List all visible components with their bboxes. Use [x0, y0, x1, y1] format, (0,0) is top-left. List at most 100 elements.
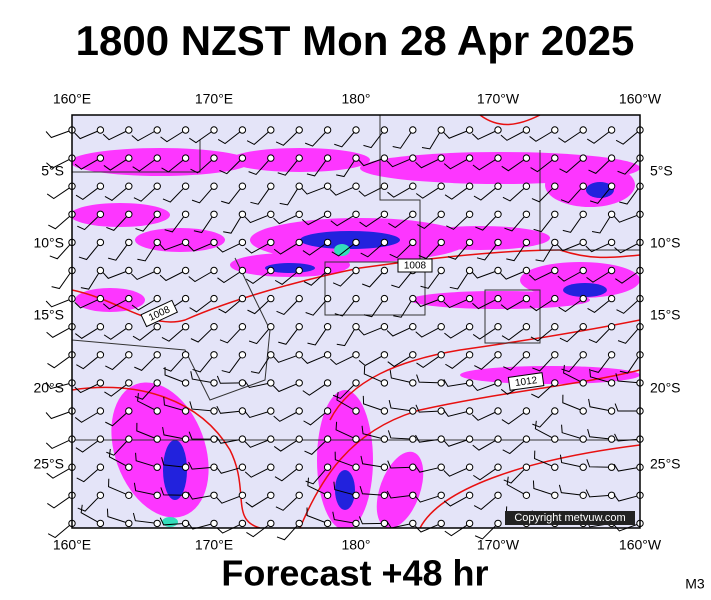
station: [551, 463, 559, 471]
wind-barb: [187, 522, 215, 530]
wind-barb: [248, 326, 272, 345]
wind-barb: [472, 438, 499, 451]
wind-barb: [75, 326, 101, 339]
wind-barb: [471, 382, 499, 392]
copyright: Copyright metvuw.com: [514, 512, 625, 524]
station: [153, 154, 161, 162]
station: [181, 379, 190, 387]
station: [210, 379, 218, 387]
station: [380, 182, 389, 190]
station: [437, 491, 445, 499]
station: [96, 519, 105, 528]
station: [181, 182, 190, 190]
station: [238, 210, 247, 219]
station: [437, 266, 445, 275]
wind-barb: [588, 157, 612, 174]
wind-barb: [74, 298, 101, 309]
station: [96, 379, 105, 387]
station: [238, 379, 247, 387]
station: [210, 182, 218, 190]
wind-barb: [159, 270, 186, 282]
station: [323, 491, 332, 499]
wind-barb: [336, 392, 357, 412]
wind-barb: [363, 298, 385, 318]
wind-barb: [51, 270, 73, 290]
station: [323, 126, 332, 134]
station: [494, 266, 502, 275]
wind-barb: [615, 129, 641, 145]
lat-label: 10°S: [33, 235, 64, 251]
wind-barb: [162, 185, 186, 203]
station: [238, 463, 247, 471]
wind-barb: [45, 438, 73, 449]
station: [181, 463, 190, 471]
lon-labels-top: 160°E 170°E 180° 170°W 160°W: [53, 91, 662, 107]
wind-barb: [471, 410, 499, 421]
station: [181, 266, 190, 275]
wind-barb: [330, 354, 357, 366]
wind-barb: [246, 270, 272, 285]
station: [181, 519, 190, 528]
station: [465, 463, 474, 471]
station: [181, 323, 190, 331]
lat-label: 15°S: [33, 307, 64, 323]
station: [494, 351, 502, 359]
wind-barb: [559, 326, 584, 343]
wind-barb: [279, 185, 300, 206]
station: [125, 435, 133, 443]
station: [96, 407, 105, 415]
station: [125, 294, 133, 303]
wind-barb: [361, 425, 385, 440]
station: [494, 463, 502, 471]
station: [380, 294, 389, 303]
wind-barb: [216, 436, 243, 444]
station: [153, 407, 161, 415]
station: [181, 491, 190, 499]
wind-barb: [278, 326, 300, 345]
wind-barb: [474, 354, 499, 370]
station: [380, 463, 389, 471]
wind-barb: [102, 270, 129, 279]
station: [238, 294, 247, 303]
station: [465, 379, 474, 387]
wind-barb: [137, 393, 158, 412]
wind-barb: [304, 438, 328, 455]
station: [295, 379, 303, 387]
wind-barb: [389, 369, 413, 384]
wind-barb: [74, 157, 101, 170]
wind-barb: [244, 410, 271, 419]
station: [267, 210, 275, 219]
wind-barb: [449, 270, 471, 290]
station: [96, 210, 105, 219]
wind-barb: [108, 478, 129, 496]
station: [181, 351, 190, 359]
station: [267, 463, 275, 471]
station: [181, 294, 190, 303]
station: [238, 323, 247, 331]
wind-barb: [586, 459, 612, 468]
station: [551, 266, 559, 275]
wind-barb: [476, 242, 499, 261]
wind-barb: [388, 400, 413, 412]
station: [579, 266, 587, 275]
station: [153, 351, 161, 359]
station: [295, 238, 303, 247]
title: 1800 NZST Mon 28 Apr 2025: [76, 17, 635, 64]
station: [267, 126, 275, 134]
wind-barb: [221, 354, 243, 374]
station: [551, 435, 559, 443]
station: [238, 519, 247, 528]
lon-label: 160°W: [619, 91, 662, 107]
station: [494, 519, 502, 528]
wind-barb: [502, 185, 527, 202]
wind-barb: [416, 354, 442, 369]
station: [437, 323, 445, 331]
lat-label: 25°S: [650, 456, 681, 472]
wind-barb: [187, 492, 215, 500]
wind-barb: [532, 354, 556, 372]
station: [437, 351, 445, 359]
wind-barb: [503, 466, 527, 484]
wind-barb: [471, 270, 499, 279]
wind-barb: [192, 354, 215, 373]
